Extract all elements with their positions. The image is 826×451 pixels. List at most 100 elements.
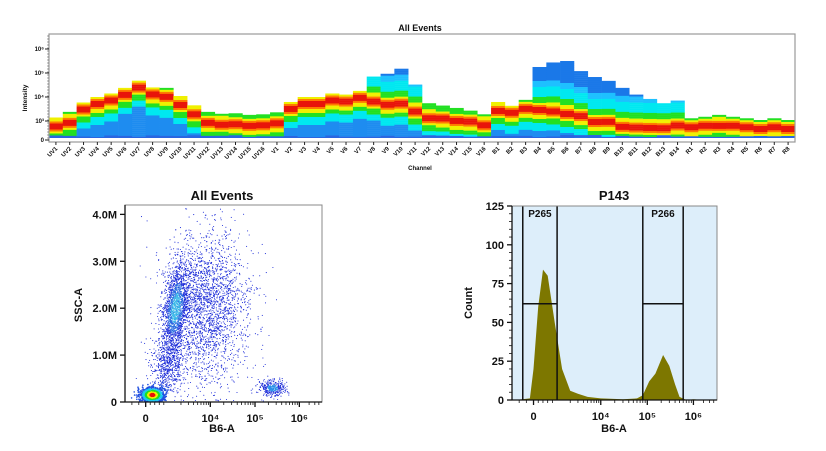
intensity-cell: [339, 114, 354, 117]
event-dot: [220, 261, 222, 263]
event-dot: [205, 330, 207, 332]
event-dot: [179, 266, 181, 268]
event-dot: [224, 286, 226, 288]
event-dot: [157, 345, 159, 347]
event-dot: [197, 308, 199, 310]
intensity-cell: [90, 105, 105, 108]
event-dot: [251, 392, 253, 394]
event-dot: [169, 353, 171, 355]
intensity-cell: [518, 101, 533, 105]
event-dot: [220, 299, 222, 301]
event-dot: [183, 267, 185, 269]
intensity-cell: [725, 124, 741, 127]
event-dot: [199, 324, 201, 326]
y-tick-label: 10³: [35, 118, 44, 125]
event-dot: [208, 348, 210, 350]
event-dot: [160, 318, 162, 320]
intensity-cell: [643, 134, 658, 138]
intensity-cell: [670, 106, 685, 109]
intensity-cell: [422, 137, 437, 138]
intensity-cell: [380, 83, 395, 86]
event-dot: [166, 306, 168, 309]
event-dot: [162, 272, 164, 274]
intensity-cell: [573, 115, 589, 118]
intensity-cell: [573, 99, 589, 102]
event-dot: [213, 327, 215, 329]
event-dot: [201, 307, 203, 309]
event-dot: [219, 378, 221, 380]
event-dot: [219, 282, 221, 284]
intensity-cell: [670, 132, 685, 135]
intensity-cell: [435, 123, 450, 126]
intensity-cell: [518, 107, 533, 111]
spectrum-y-label: Intensity: [22, 84, 29, 111]
event-dot: [207, 283, 209, 285]
event-dot: [162, 337, 164, 339]
event-dot: [211, 340, 213, 343]
event-dot: [166, 352, 168, 354]
event-dot: [220, 310, 222, 312]
event-dot: [168, 261, 170, 263]
intensity-cell: [173, 100, 188, 103]
event-dot: [249, 334, 251, 336]
event-dot: [203, 304, 205, 306]
event-dot: [173, 262, 175, 264]
intensity-cell: [408, 124, 423, 127]
channel-label: UV3: [74, 146, 87, 159]
event-dot: [228, 312, 231, 314]
event-dot: [172, 271, 174, 273]
event-dot: [209, 247, 211, 250]
event-dot: [162, 324, 164, 326]
event-dot: [184, 347, 186, 349]
event-dot: [223, 362, 226, 364]
event-dot: [162, 270, 164, 272]
event-dot: [161, 342, 164, 345]
event-dot: [221, 295, 223, 297]
event-dot: [169, 289, 171, 291]
event-dot: [224, 236, 227, 238]
event-dot: [211, 320, 213, 322]
event-dot: [237, 303, 239, 305]
event-dot: [210, 250, 212, 252]
event-dot: [187, 313, 189, 315]
event-dot: [213, 346, 215, 348]
intensity-cell: [256, 116, 271, 119]
event-dot: [183, 274, 185, 276]
event-dot: [196, 332, 198, 334]
event-dot: [176, 275, 178, 277]
intensity-cell: [560, 137, 575, 138]
channel-label: UV13: [210, 146, 225, 161]
event-dot: [161, 378, 163, 380]
event-dot: [239, 361, 242, 363]
event-dot: [187, 260, 189, 262]
event-dot: [173, 276, 175, 278]
event-dot: [259, 287, 261, 289]
event-dot: [194, 362, 196, 364]
event-dot: [192, 318, 194, 320]
event-dot: [194, 259, 196, 262]
event-dot: [237, 320, 239, 322]
channel-column-V14: [449, 107, 464, 138]
event-dot: [140, 216, 143, 218]
event-dot: [188, 355, 190, 357]
event-dot: [174, 366, 176, 368]
event-dot: [219, 269, 221, 271]
event-dot: [215, 270, 217, 272]
event-dot: [188, 282, 190, 284]
event-dot: [200, 331, 202, 333]
intensity-cell: [394, 92, 409, 95]
intensity-cell: [118, 131, 133, 135]
intensity-cell: [587, 105, 602, 108]
intensity-cell: [380, 87, 395, 90]
event-dot: [173, 280, 175, 282]
intensity-cell: [366, 136, 381, 138]
event-dot: [158, 342, 160, 344]
intensity-cell: [394, 76, 409, 79]
event-dot: [208, 261, 210, 264]
intensity-cell: [712, 118, 727, 122]
intensity-cell: [187, 135, 202, 138]
event-dot: [243, 299, 245, 301]
channel-column-V15: [463, 110, 478, 138]
intensity-cell: [573, 127, 589, 130]
event-dot: [184, 377, 186, 379]
